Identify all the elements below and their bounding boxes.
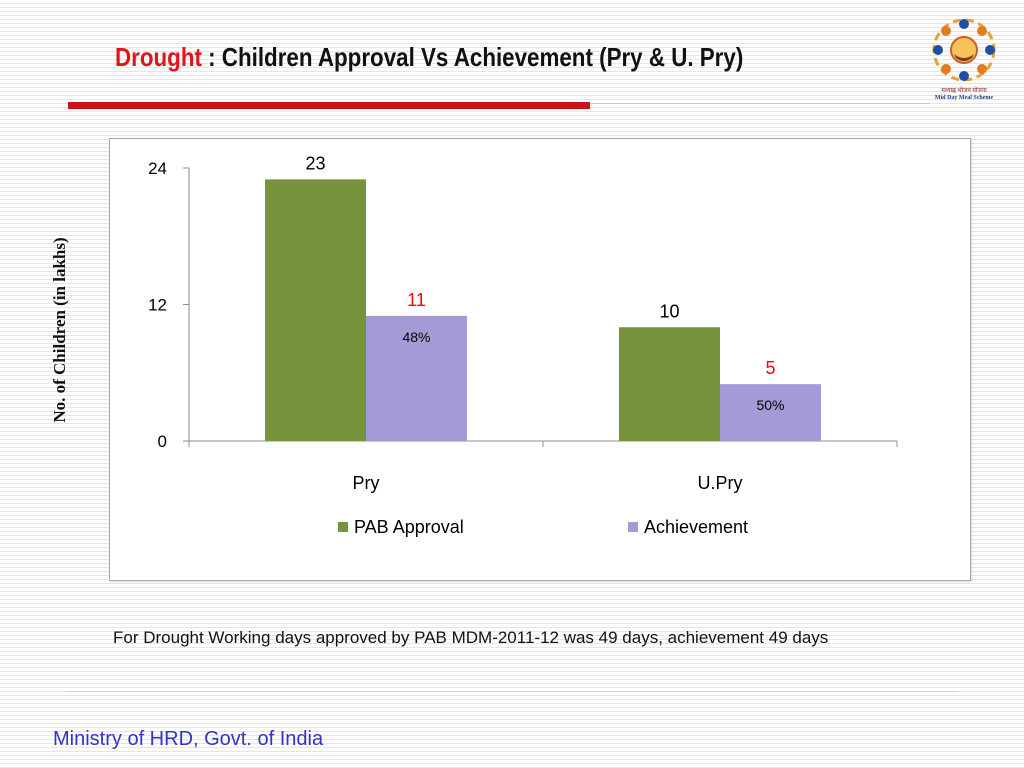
bar-chart: 0 12 24 23 11 48% Pry 10 5 50% U.Pry PAB Approval Ac…: [148, 153, 898, 537]
legend-swatch: [338, 522, 348, 532]
chart-panel: 0 12 24 23 11 48% Pry 10 5 50% U.Pry PAB Approval Ac…: [109, 138, 971, 581]
title-accent-rule: [68, 102, 590, 109]
bar-value-label: 5: [765, 358, 775, 378]
bar-value-label: 10: [659, 301, 679, 321]
slide-title: Drought : Children Approval Vs Achieveme…: [115, 42, 743, 73]
bar-percent-label: 48%: [402, 329, 430, 345]
y-tick-label: 0: [158, 432, 167, 451]
x-category-label: Pry: [353, 473, 380, 493]
title-divider: [590, 103, 930, 104]
bar-percent-label: 50%: [756, 397, 784, 413]
mid-day-meal-logo-icon: [932, 18, 996, 82]
legend-label: PAB Approval: [354, 517, 464, 537]
title-rest: : Children Approval Vs Achievement (Pry …: [201, 42, 744, 72]
bar-pab-approval: [619, 327, 720, 441]
bar-value-label: 23: [305, 153, 325, 173]
y-tick-label: 12: [148, 296, 167, 315]
logo-people-ring: [933, 19, 995, 81]
y-tick-label: 24: [148, 159, 167, 178]
drought-note: For Drought Working days approved by PAB…: [113, 628, 829, 647]
mid-day-meal-logo: मध्याह्न भोजन योजना Mid Day Meal Scheme: [924, 14, 1004, 106]
logo-caption-hindi: मध्याह्न भोजन योजना: [941, 88, 987, 94]
footer-divider: [68, 691, 956, 692]
legend-swatch: [628, 522, 638, 532]
title-highlight: Drought: [115, 42, 202, 72]
bar-achievement: [720, 384, 821, 441]
x-category-label: U.Pry: [698, 473, 743, 493]
bar-value-label: 11: [407, 290, 426, 310]
bar-pab-approval: [265, 179, 366, 441]
logo-caption-english: Mid Day Meal Scheme: [934, 95, 994, 101]
y-axis-label: No. of Children (in lakhs): [50, 237, 69, 423]
legend-label: Achievement: [644, 517, 748, 537]
bar-achievement: [366, 315, 467, 441]
footer-ministry: Ministry of HRD, Govt. of India: [53, 728, 324, 750]
